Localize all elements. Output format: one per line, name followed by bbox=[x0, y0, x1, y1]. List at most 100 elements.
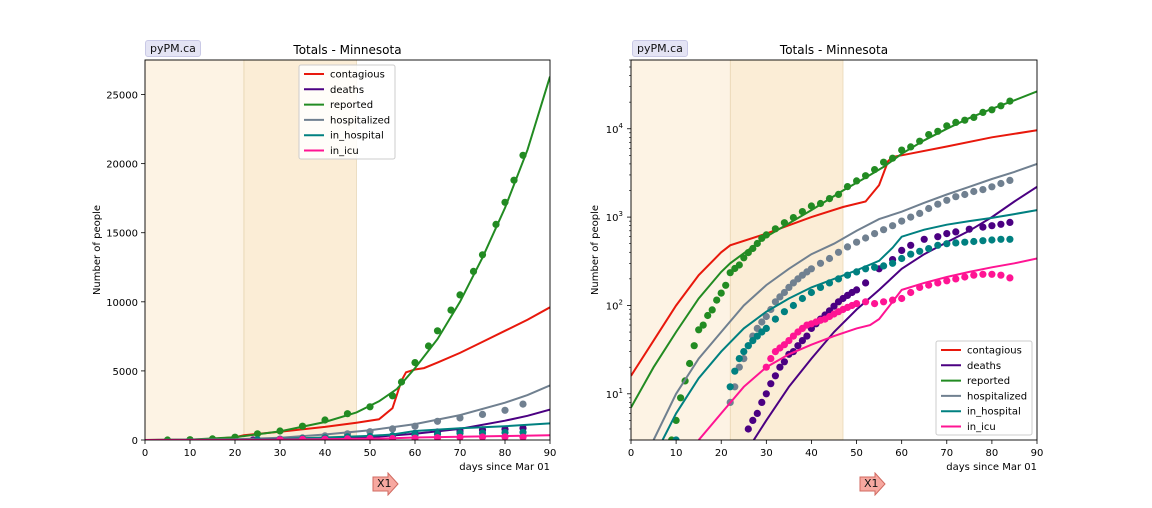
data-point-in_icu bbox=[988, 270, 996, 278]
data-point-in_hospital bbox=[979, 237, 987, 245]
data-point-deaths bbox=[780, 358, 789, 366]
x-tick-label: 60 bbox=[895, 448, 908, 459]
data-point-in_hospital bbox=[1006, 235, 1014, 243]
x-tick-label: 0 bbox=[142, 448, 148, 459]
data-point-reported bbox=[943, 122, 951, 130]
data-point-in_hospital bbox=[825, 279, 834, 287]
shaded-span-0 bbox=[144, 59, 245, 441]
y-tick-label: 10000 bbox=[106, 298, 138, 309]
data-point-in_icu bbox=[785, 337, 793, 345]
data-point-reported bbox=[988, 106, 996, 114]
series-line-in_icu bbox=[697, 257, 1037, 440]
data-point-reported bbox=[749, 244, 757, 253]
data-point-deaths bbox=[952, 228, 960, 236]
pypm-badge-right: pyPM.ca bbox=[632, 40, 688, 57]
data-point-reported bbox=[695, 326, 703, 334]
x-tick-label: 70 bbox=[940, 448, 953, 459]
data-point-reported bbox=[433, 327, 442, 335]
data-point-in_hospital bbox=[740, 348, 748, 356]
x-tick-label: 70 bbox=[454, 448, 467, 459]
data-point-in_hospital bbox=[749, 337, 757, 345]
data-point-hospitalized bbox=[970, 187, 978, 196]
data-point-reported bbox=[798, 208, 807, 216]
data-point-reported bbox=[843, 183, 852, 191]
data-point-reported bbox=[834, 190, 843, 198]
data-point-deaths bbox=[803, 332, 811, 340]
data-point-in_icu bbox=[916, 283, 924, 291]
x-tick-label: 40 bbox=[805, 448, 818, 459]
data-point-reported bbox=[501, 198, 509, 206]
data-point-deaths bbox=[776, 363, 784, 371]
data-point-in_icu bbox=[970, 271, 978, 279]
data-point-hospitalized bbox=[907, 213, 915, 221]
data-point-deaths bbox=[920, 235, 928, 243]
data-point-reported bbox=[492, 220, 500, 228]
data-point-in_icu bbox=[366, 434, 374, 440]
data-point-reported bbox=[456, 291, 464, 299]
data-point-hospitalized bbox=[925, 204, 933, 213]
data-point-hospitalized bbox=[771, 298, 780, 306]
data-point-in_hospital bbox=[880, 262, 888, 270]
y-tick-label: 0 bbox=[132, 436, 138, 447]
data-point-hospitalized bbox=[988, 183, 996, 191]
data-point-in_hospital bbox=[762, 324, 770, 332]
data-point-hospitalized bbox=[862, 234, 870, 242]
data-point-hospitalized bbox=[843, 243, 852, 251]
arrow-right-icon bbox=[859, 472, 886, 496]
x-tick-label: 90 bbox=[1031, 448, 1044, 459]
y-tick-label: 101 bbox=[606, 387, 623, 401]
data-point-in_hospital bbox=[816, 283, 825, 291]
legend-label-deaths: deaths bbox=[330, 85, 364, 96]
data-point-reported bbox=[780, 219, 789, 227]
data-point-in_hospital bbox=[862, 265, 870, 273]
data-point-in_icu bbox=[934, 279, 942, 287]
data-point-deaths bbox=[762, 390, 770, 398]
data-point-in_hospital bbox=[871, 263, 879, 271]
data-point-reported bbox=[907, 143, 915, 151]
data-point-deaths bbox=[771, 372, 780, 380]
data-point-in_icu bbox=[298, 435, 307, 440]
data-point-reported bbox=[722, 281, 730, 289]
data-point-hospitalized bbox=[997, 179, 1005, 188]
legend-label-reported: reported bbox=[330, 100, 373, 111]
series-line-contagious bbox=[631, 129, 1037, 377]
data-point-reported bbox=[699, 321, 707, 329]
data-point-deaths bbox=[853, 286, 861, 294]
data-point-in_hospital bbox=[898, 254, 906, 263]
data-point-in_icu bbox=[979, 270, 987, 278]
data-point-deaths bbox=[988, 222, 996, 230]
data-point-in_hospital bbox=[916, 247, 924, 255]
data-point-hospitalized bbox=[871, 230, 879, 238]
data-point-reported bbox=[961, 116, 969, 124]
data-point-reported bbox=[677, 394, 685, 402]
data-point-reported bbox=[853, 177, 861, 185]
data-point-hospitalized bbox=[816, 259, 825, 267]
y-tick-label: 5000 bbox=[113, 367, 138, 378]
x-tick-label: 30 bbox=[274, 448, 287, 459]
legend-label-contagious: contagious bbox=[330, 70, 385, 81]
data-point-in_hospital bbox=[889, 259, 897, 267]
data-point-hospitalized bbox=[519, 400, 527, 408]
data-point-deaths bbox=[862, 279, 870, 287]
data-point-reported bbox=[871, 166, 879, 174]
data-point-reported bbox=[979, 108, 987, 116]
data-point-hospitalized bbox=[433, 417, 442, 425]
data-point-in_hospital bbox=[988, 236, 996, 244]
data-point-reported bbox=[880, 158, 888, 166]
data-point-hospitalized bbox=[979, 186, 987, 194]
axes-frame bbox=[630, 59, 1038, 441]
data-point-deaths bbox=[997, 220, 1005, 228]
legend-label-in_icu: in_icu bbox=[330, 146, 359, 157]
arrow-right-icon bbox=[372, 472, 399, 496]
data-point-deaths bbox=[1006, 218, 1014, 226]
pypm-badge-left: pyPM.ca bbox=[145, 40, 201, 57]
data-point-deaths bbox=[830, 302, 838, 310]
data-point-reported bbox=[321, 416, 329, 424]
series-line-hospitalized bbox=[652, 162, 1037, 440]
data-point-reported bbox=[276, 427, 284, 435]
data-point-reported bbox=[916, 137, 924, 145]
data-point-deaths bbox=[758, 398, 766, 406]
data-point-in_icu bbox=[853, 300, 861, 308]
data-point-hospitalized bbox=[456, 414, 464, 422]
x-tick-label: 60 bbox=[409, 448, 422, 459]
